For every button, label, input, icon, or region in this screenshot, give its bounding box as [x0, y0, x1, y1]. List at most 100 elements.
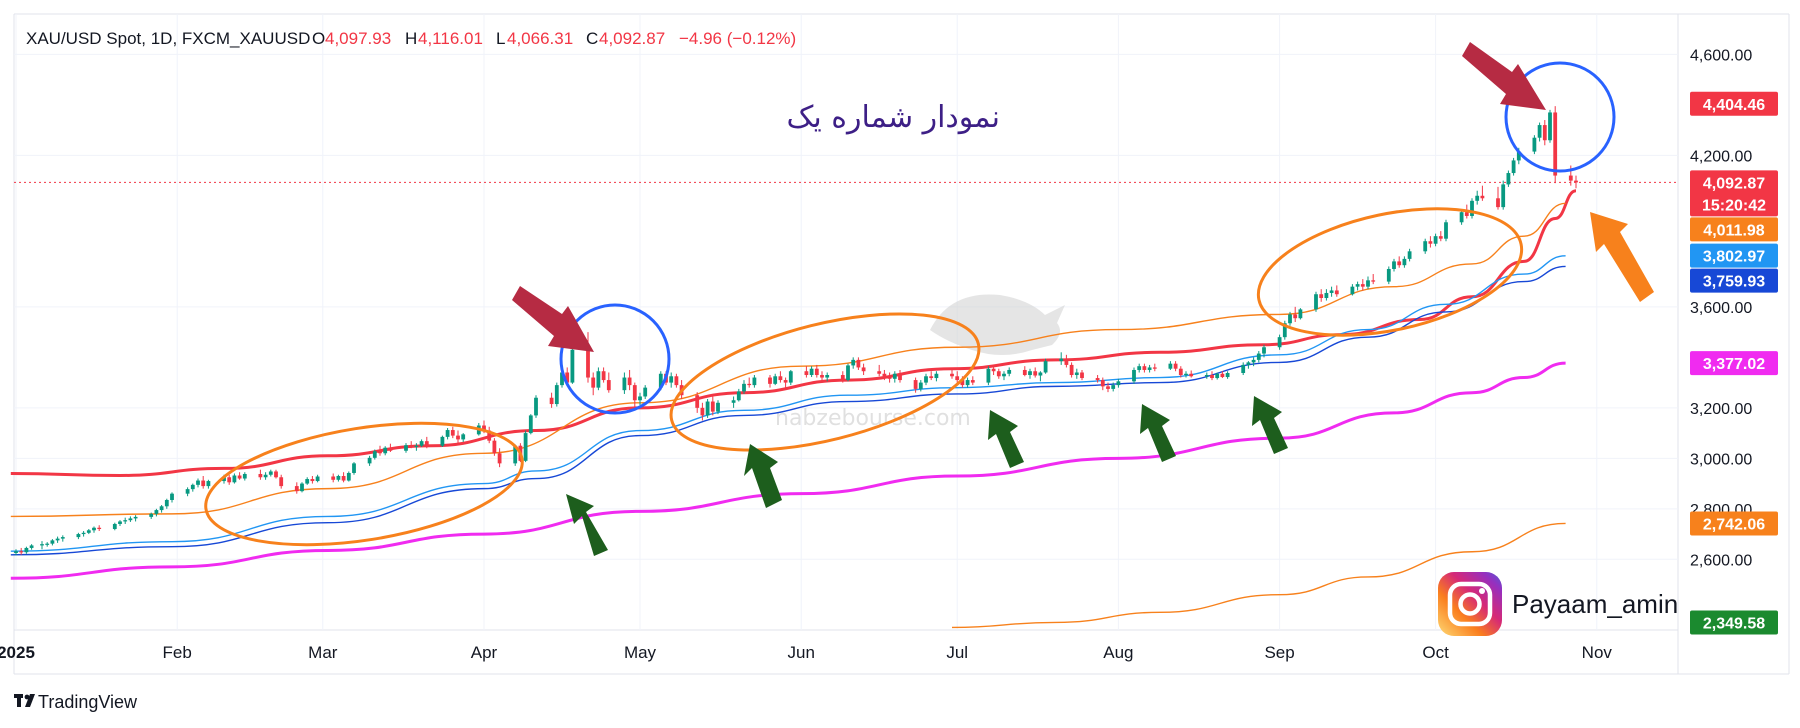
candle-86: [632, 382, 637, 408]
candle-177: [1293, 306, 1298, 322]
price-tag-bg: [1690, 268, 1778, 293]
candle-body: [1173, 363, 1178, 369]
time-tick-label: May: [624, 643, 657, 662]
candle-body: [97, 527, 102, 530]
candle-body: [1568, 175, 1573, 181]
tradingview-brand[interactable]: TradingView: [14, 692, 138, 712]
candle-81: [596, 367, 601, 391]
candle-body: [409, 445, 414, 447]
time-tick-label: Aug: [1103, 643, 1133, 662]
candle-body: [674, 376, 679, 386]
indicator-line-2: [10, 255, 1566, 552]
candle-175: [1282, 320, 1287, 340]
candle-body: [1433, 236, 1438, 244]
candle-body: [1542, 125, 1547, 141]
candle-152: [1111, 382, 1116, 392]
candle-body: [705, 401, 710, 416]
candle-body: [279, 477, 284, 487]
time-tick-label: Apr: [471, 643, 498, 662]
tradingview-logo-icon: [14, 694, 35, 707]
candle-19: [149, 512, 154, 519]
candle-body: [627, 377, 632, 386]
candle-7: [55, 536, 60, 543]
candle-body: [1288, 314, 1292, 324]
candle-119: [877, 364, 882, 377]
indicator-line-5: [951, 522, 1566, 629]
candle-body: [1397, 261, 1402, 266]
candle-116: [851, 357, 856, 369]
candle-body: [788, 371, 793, 383]
candle-body: [331, 476, 336, 480]
candle-34: [258, 469, 263, 480]
candle-181: [1324, 289, 1329, 301]
candle-body: [112, 523, 117, 530]
candle-body: [294, 486, 299, 492]
candle-153: [1116, 378, 1121, 388]
candle-138: [1007, 367, 1012, 377]
annotation-ellipse-orange-2: [669, 312, 981, 452]
candle-68: [497, 448, 502, 468]
candle-44: [331, 473, 336, 483]
candle-22: [164, 498, 169, 509]
candle-209: [1532, 135, 1537, 155]
candle-body: [29, 545, 34, 548]
price-tick-label: 4,200.00: [1690, 148, 1752, 165]
candle-body: [1246, 362, 1251, 365]
candle-205: [1501, 180, 1506, 210]
candle-159: [1168, 361, 1173, 370]
candle-body: [492, 440, 497, 454]
candle-53: [388, 443, 393, 453]
candle-body: [242, 473, 247, 479]
candle-168: [1225, 371, 1230, 379]
candlesticks: [14, 106, 1578, 556]
candle-72: [528, 414, 533, 435]
candle-body: [1537, 125, 1542, 138]
candle-body: [1480, 195, 1485, 199]
candle-43: [315, 474, 320, 483]
candle-178: [1298, 308, 1303, 320]
candle-body: [81, 532, 86, 535]
candle-108: [788, 369, 793, 386]
candle-88: [643, 385, 648, 399]
candle-body: [170, 493, 174, 500]
price-tick-label: 3,000.00: [1690, 451, 1752, 468]
candle-12: [92, 526, 96, 533]
candle-96: [705, 399, 710, 418]
candle-78: [570, 347, 575, 384]
indicator-line-3: [10, 265, 1566, 556]
candle-body: [861, 367, 866, 372]
candle-189: [1386, 266, 1391, 285]
candle-211: [1542, 120, 1547, 146]
candle-35: [263, 472, 268, 480]
candle-182: [1329, 286, 1334, 297]
price-tag-3: 3,802.97: [1690, 243, 1778, 268]
price-tag-bg: [1690, 217, 1778, 242]
candle-body: [1314, 294, 1318, 310]
candle-body: [658, 373, 663, 388]
candle-body: [1459, 212, 1464, 223]
candle-94: [695, 392, 700, 413]
candle-body: [742, 383, 746, 392]
candle-160: [1173, 361, 1178, 372]
candle-163: [1189, 370, 1194, 378]
candle-body: [783, 380, 788, 383]
candle-body: [840, 375, 845, 381]
symbol-info[interactable]: XAU/USD Spot, 1D, FXCM_XAUUSD: [26, 29, 310, 48]
candle-117: [856, 357, 861, 370]
candle-body: [1366, 280, 1370, 287]
candle-body: [1069, 364, 1074, 376]
candle-body: [1142, 366, 1147, 370]
candle-57: [419, 439, 424, 447]
candle-body: [1293, 314, 1298, 319]
candle-body: [1007, 369, 1012, 374]
instagram-badge[interactable]: Payaam_amin: [1438, 572, 1678, 636]
candle-body: [1059, 358, 1064, 362]
candle-body: [1282, 323, 1287, 338]
candle-111: [814, 364, 819, 378]
candle-61: [450, 426, 455, 439]
candle-20: [154, 508, 159, 517]
candle-body: [1532, 137, 1537, 152]
candle-body: [591, 377, 596, 388]
candle-49: [367, 455, 372, 466]
candle-body: [40, 544, 44, 546]
